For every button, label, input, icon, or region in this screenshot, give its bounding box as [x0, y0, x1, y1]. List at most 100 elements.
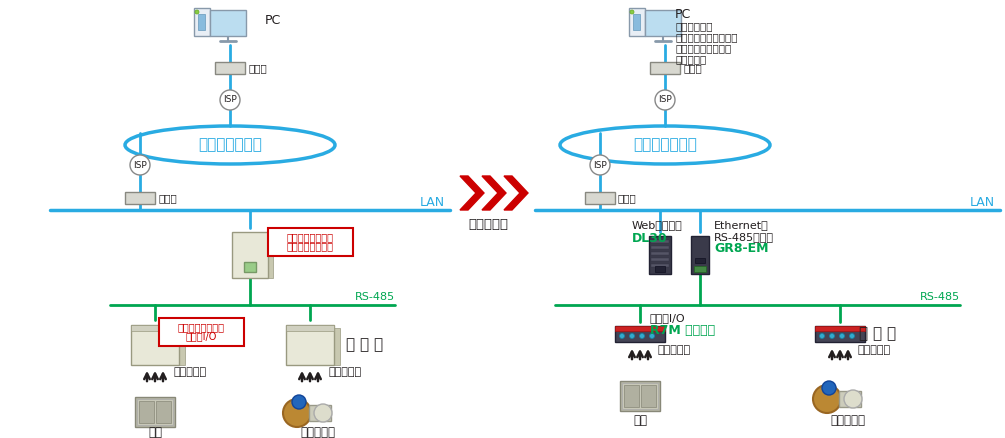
FancyBboxPatch shape	[286, 325, 334, 365]
Ellipse shape	[560, 126, 770, 164]
Text: ロギングユニット: ロギングユニット	[287, 242, 334, 252]
FancyBboxPatch shape	[159, 318, 244, 346]
FancyBboxPatch shape	[651, 264, 669, 267]
Text: PC: PC	[675, 7, 691, 21]
FancyBboxPatch shape	[244, 262, 256, 272]
FancyBboxPatch shape	[615, 326, 665, 342]
FancyBboxPatch shape	[815, 326, 865, 342]
Circle shape	[619, 333, 624, 339]
Text: ・装置ごとの電力表示: ・装置ごとの電力表示	[675, 32, 738, 42]
FancyBboxPatch shape	[622, 383, 658, 409]
Text: インターネット: インターネット	[198, 138, 262, 152]
Text: 右画面側参照: 右画面側参照	[675, 21, 713, 31]
Text: ルータ: ルータ	[683, 63, 701, 73]
Text: ISP: ISP	[133, 160, 147, 170]
Text: 水道・ガス: 水道・ガス	[830, 413, 865, 427]
Circle shape	[630, 10, 634, 14]
Text: RS-485変換器: RS-485変換器	[714, 232, 774, 242]
Text: R7M シリーズ: R7M シリーズ	[650, 324, 716, 336]
Text: LAN: LAN	[420, 195, 445, 208]
FancyBboxPatch shape	[585, 192, 615, 204]
FancyBboxPatch shape	[125, 192, 155, 204]
FancyBboxPatch shape	[131, 325, 179, 331]
Circle shape	[314, 404, 332, 422]
Text: PC: PC	[265, 14, 281, 27]
FancyBboxPatch shape	[633, 14, 640, 30]
Text: ・ ・ ・: ・ ・ ・	[347, 338, 384, 353]
FancyBboxPatch shape	[286, 325, 334, 331]
FancyBboxPatch shape	[694, 266, 706, 272]
Text: リモーI/O: リモーI/O	[186, 332, 217, 342]
Circle shape	[629, 333, 634, 339]
Text: 電力: 電力	[148, 425, 162, 438]
Text: パルス信号: パルス信号	[658, 345, 691, 355]
FancyBboxPatch shape	[179, 328, 185, 365]
Circle shape	[819, 333, 824, 339]
Text: ISP: ISP	[223, 95, 237, 105]
Circle shape	[292, 395, 306, 409]
FancyBboxPatch shape	[650, 62, 680, 74]
Circle shape	[649, 333, 654, 339]
Text: ・電力日報: ・電力日報	[675, 54, 707, 64]
FancyBboxPatch shape	[198, 14, 205, 30]
FancyBboxPatch shape	[651, 240, 669, 243]
Circle shape	[849, 333, 854, 339]
Text: 生産終了になった: 生産終了になった	[178, 322, 225, 332]
FancyBboxPatch shape	[139, 401, 154, 423]
FancyBboxPatch shape	[645, 10, 681, 36]
Text: 水道・ガス: 水道・ガス	[300, 425, 336, 438]
FancyBboxPatch shape	[137, 399, 173, 425]
FancyBboxPatch shape	[655, 266, 665, 272]
Text: パルス信号: パルス信号	[858, 345, 891, 355]
FancyBboxPatch shape	[215, 62, 245, 74]
FancyBboxPatch shape	[268, 236, 273, 278]
FancyBboxPatch shape	[691, 236, 709, 274]
Text: ・ ・ ・: ・ ・ ・	[859, 326, 896, 342]
FancyBboxPatch shape	[309, 405, 331, 421]
Circle shape	[844, 390, 862, 408]
FancyBboxPatch shape	[334, 328, 340, 365]
Circle shape	[283, 399, 311, 427]
FancyBboxPatch shape	[651, 252, 669, 255]
Text: ・受変電設備系統図: ・受変電設備系統図	[675, 43, 732, 53]
Text: ISP: ISP	[658, 95, 672, 105]
Text: GR8-EM: GR8-EM	[714, 243, 769, 255]
Text: ISP: ISP	[593, 160, 607, 170]
Text: 生産終了になった: 生産終了になった	[287, 232, 334, 242]
Text: Ethernet／: Ethernet／	[714, 220, 769, 230]
FancyBboxPatch shape	[839, 391, 861, 407]
FancyBboxPatch shape	[210, 10, 246, 36]
Circle shape	[829, 333, 834, 339]
Polygon shape	[460, 176, 484, 210]
Circle shape	[813, 385, 841, 413]
FancyBboxPatch shape	[649, 236, 671, 274]
FancyBboxPatch shape	[232, 232, 268, 278]
FancyBboxPatch shape	[624, 385, 639, 407]
FancyBboxPatch shape	[131, 325, 179, 365]
Text: 電力: 電力	[633, 413, 647, 427]
Text: インターネット: インターネット	[633, 138, 696, 152]
Text: ルータ: ルータ	[158, 193, 177, 203]
Circle shape	[130, 155, 150, 175]
Text: RS-485: RS-485	[920, 292, 960, 302]
Text: LAN: LAN	[970, 195, 995, 208]
FancyBboxPatch shape	[815, 326, 865, 331]
Text: リモーI/O: リモーI/O	[650, 313, 685, 323]
FancyBboxPatch shape	[194, 8, 210, 36]
FancyBboxPatch shape	[651, 258, 669, 261]
Text: リプレース: リプレース	[468, 219, 508, 232]
Circle shape	[839, 333, 844, 339]
FancyBboxPatch shape	[641, 385, 656, 407]
FancyBboxPatch shape	[629, 8, 645, 36]
FancyBboxPatch shape	[135, 397, 175, 427]
FancyBboxPatch shape	[156, 401, 171, 423]
Polygon shape	[504, 176, 528, 210]
Circle shape	[639, 333, 644, 339]
FancyBboxPatch shape	[695, 258, 705, 263]
Text: ルータ: ルータ	[618, 193, 637, 203]
FancyBboxPatch shape	[268, 228, 353, 256]
Text: パルス信号: パルス信号	[328, 367, 361, 377]
Circle shape	[822, 381, 836, 395]
Text: Webロガー２: Webロガー２	[632, 220, 682, 230]
Text: パルス信号: パルス信号	[173, 367, 206, 377]
